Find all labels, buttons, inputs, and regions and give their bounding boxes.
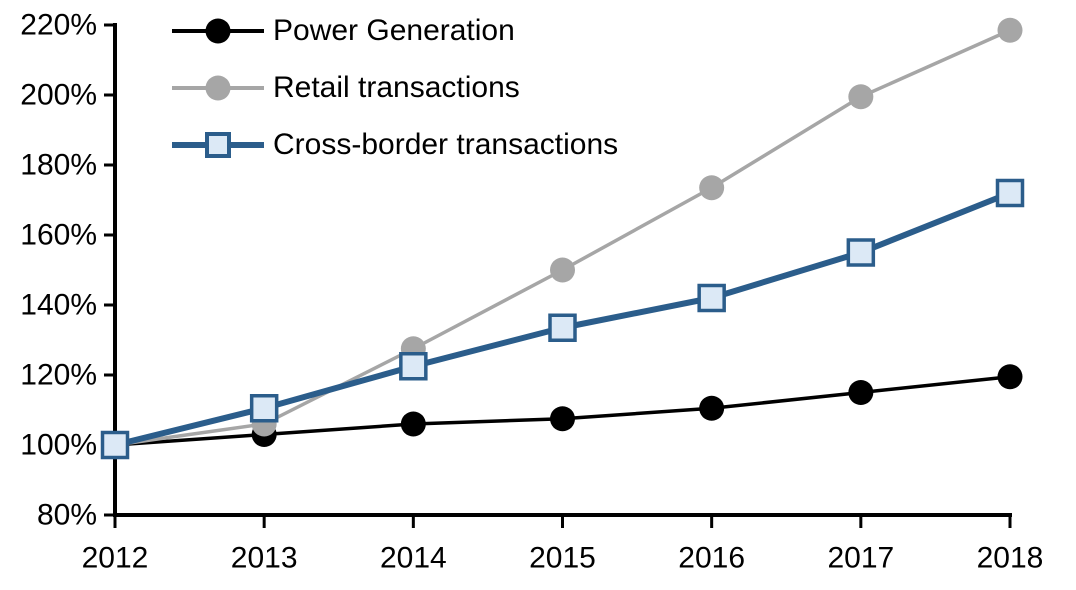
y-axis-tick-label: 100% (20, 429, 97, 462)
x-axis-tick-label: 2016 (678, 542, 745, 575)
x-axis-tick-label: 2018 (977, 542, 1044, 575)
series-retail-transactions-marker (550, 257, 575, 283)
series-power-generation-marker (848, 380, 874, 405)
y-axis-tick-label: 120% (20, 359, 97, 392)
series-cross-border-transactions-marker (399, 352, 428, 381)
series-retail-transactions-marker (848, 84, 874, 110)
series-cross-border-transactions-marker (249, 394, 279, 423)
legend-item-power-generation: Power Generation (172, 13, 515, 49)
legend-label: Power Generation (273, 14, 515, 47)
x-axis-tick-label: 2012 (82, 542, 149, 575)
legend-label: Retail transactions (273, 71, 520, 104)
series-cross-border-transactions-marker (697, 283, 726, 313)
x-axis-tick-label: 2013 (231, 542, 298, 575)
legend-item-retail-transactions: Retail transactions (172, 70, 520, 106)
series-power-generation-marker (550, 406, 575, 432)
y-axis-tick-label: 140% (20, 289, 97, 322)
series-power-generation-marker (699, 395, 725, 421)
series-cross-border-transactions-marker (548, 313, 577, 342)
y-axis-tick-label: 80% (37, 499, 97, 532)
series-cross-border-transactions-marker (846, 238, 876, 267)
legend-item-cross-border-transactions: Cross-border transactions (172, 127, 618, 163)
series-cross-border-transactions-marker (100, 430, 130, 460)
cross-border-transactions-line-marker-icon (172, 127, 264, 163)
legend-square-marker-icon (205, 132, 231, 158)
x-axis-tick-label: 2017 (827, 542, 894, 575)
x-axis-tick-label: 2015 (529, 542, 596, 575)
legend-circle-marker-icon (205, 75, 231, 101)
legend-label: Cross-border transactions (273, 128, 619, 161)
series-retail-transactions-marker (997, 17, 1023, 43)
series-cross-border-transactions-marker (995, 178, 1025, 208)
series-power-generation-marker (997, 364, 1023, 390)
y-axis-tick-label: 160% (20, 219, 97, 252)
x-axis-tick-label: 2014 (380, 542, 447, 575)
y-axis-tick-label: 200% (20, 79, 97, 112)
y-axis-tick-label: 220% (20, 9, 97, 42)
retail-transactions-line-marker-icon (172, 70, 264, 106)
y-axis-tick-label: 180% (20, 149, 97, 182)
series-power-generation-marker (400, 411, 426, 437)
legend-circle-marker-icon (205, 18, 231, 44)
power-generation-line-marker-icon (172, 13, 264, 49)
series-retail-transactions-marker (699, 175, 725, 201)
